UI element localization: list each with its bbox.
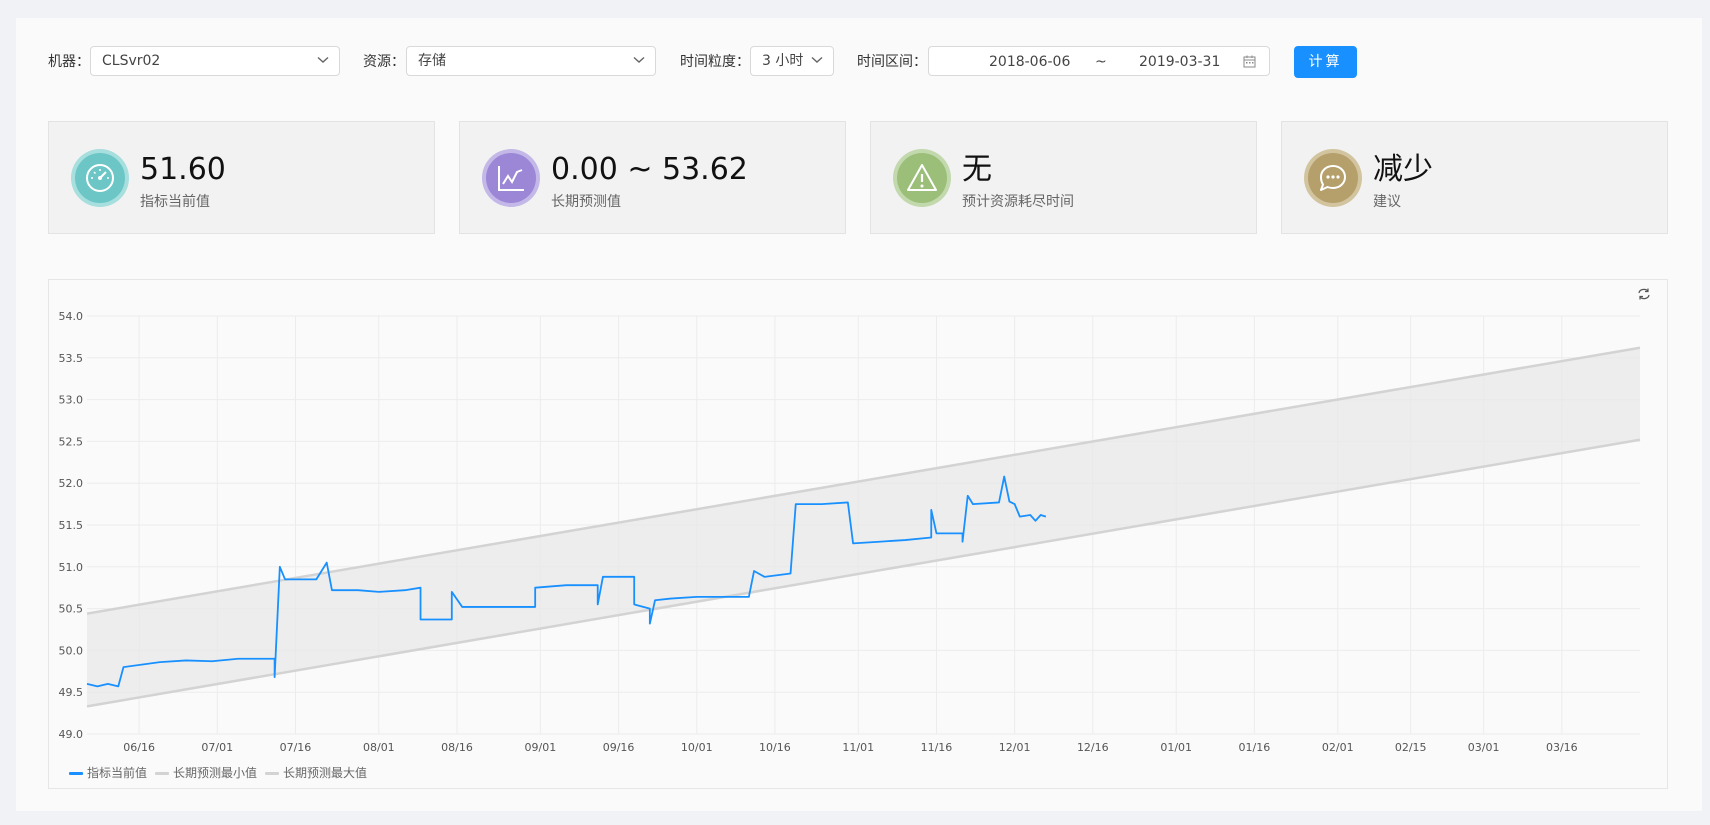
x-tick-label: 01/01 bbox=[1160, 741, 1192, 754]
x-tick-label: 01/16 bbox=[1239, 741, 1271, 754]
legend-item-current[interactable]: 指标当前值 bbox=[69, 766, 147, 780]
x-tick-label: 07/16 bbox=[280, 741, 312, 754]
x-tick-label: 08/16 bbox=[441, 741, 473, 754]
machine-select-value: CLSvr02 bbox=[102, 53, 161, 69]
y-tick-label: 52.5 bbox=[59, 435, 84, 448]
suggestion-value: 减少 bbox=[1373, 152, 1433, 187]
y-tick-label: 49.0 bbox=[59, 728, 84, 741]
machine-label: 机器： bbox=[48, 54, 90, 70]
current-value-line bbox=[86, 475, 1047, 688]
card-icon-ring bbox=[71, 149, 129, 207]
stat-card-current: 51.60 指标当前值 bbox=[48, 121, 435, 234]
range-start-input[interactable]: 2018-06-06 bbox=[989, 54, 1071, 70]
range-separator: ~ bbox=[1095, 54, 1107, 70]
stat-card-exhaustion: 无 预计资源耗尽时间 bbox=[870, 121, 1257, 234]
legend-swatch bbox=[265, 772, 279, 775]
legend-item-max[interactable]: 长期预测最大值 bbox=[265, 766, 367, 780]
granularity-label: 时间粒度： bbox=[680, 54, 750, 70]
legend-label: 长期预测最小值 bbox=[173, 766, 258, 780]
y-tick-label: 51.5 bbox=[59, 519, 84, 532]
machine-select[interactable]: CLSvr02 bbox=[90, 46, 340, 76]
message-icon bbox=[1320, 165, 1346, 191]
exhaustion-value: 无 bbox=[962, 152, 992, 187]
x-tick-label: 03/16 bbox=[1546, 741, 1578, 754]
x-tick-label: 06/16 bbox=[123, 741, 155, 754]
legend-item-min[interactable]: 长期预测最小值 bbox=[155, 766, 257, 780]
chevron-down-icon bbox=[633, 56, 645, 63]
resource-label: 资源： bbox=[363, 54, 405, 70]
y-tick-label: 50.5 bbox=[59, 603, 84, 616]
stat-card-forecast: 0.00 ~ 53.62 长期预测值 bbox=[459, 121, 846, 234]
forecast-min-line bbox=[86, 438, 1641, 708]
date-range-picker[interactable]: 2018-06-06 ~ 2019-03-31 bbox=[928, 46, 1270, 76]
exhaustion-caption: 预计资源耗尽时间 bbox=[962, 194, 1074, 210]
y-tick-label: 53.5 bbox=[59, 352, 84, 365]
x-tick-label: 09/01 bbox=[525, 741, 557, 754]
x-tick-label: 12/01 bbox=[999, 741, 1031, 754]
granularity-select-value: 3 小时 bbox=[762, 53, 804, 69]
y-tick-label: 54.0 bbox=[59, 310, 84, 323]
current-value: 51.60 bbox=[140, 152, 226, 187]
forecast-max-line bbox=[86, 346, 1641, 615]
y-tick-label: 53.0 bbox=[59, 394, 84, 407]
granularity-select[interactable]: 3 小时 bbox=[750, 46, 834, 76]
x-tick-label: 09/16 bbox=[603, 741, 635, 754]
range-end-input[interactable]: 2019-03-31 bbox=[1139, 54, 1221, 70]
resource-select[interactable]: 存储 bbox=[406, 46, 656, 76]
x-tick-label: 02/01 bbox=[1322, 741, 1354, 754]
x-tick-label: 08/01 bbox=[363, 741, 395, 754]
range-label: 时间区间： bbox=[857, 54, 927, 70]
x-tick-label: 10/01 bbox=[681, 741, 713, 754]
y-tick-label: 50.0 bbox=[59, 644, 84, 657]
card-icon-ring bbox=[893, 149, 951, 207]
x-tick-label: 12/16 bbox=[1077, 741, 1109, 754]
y-tick-label: 52.0 bbox=[59, 477, 84, 490]
gauge-icon bbox=[86, 164, 114, 192]
legend-label: 长期预测最大值 bbox=[283, 766, 368, 780]
legend-label: 指标当前值 bbox=[87, 766, 148, 780]
forecast-band bbox=[87, 347, 1640, 707]
calculate-button[interactable]: 计算 bbox=[1294, 46, 1357, 78]
x-tick-label: 07/01 bbox=[201, 741, 233, 754]
y-tick-label: 51.0 bbox=[59, 561, 84, 574]
stat-card-suggestion: 减少 建议 bbox=[1281, 121, 1668, 234]
line-chart-icon bbox=[498, 166, 524, 191]
y-tick-label: 49.5 bbox=[59, 686, 84, 699]
resource-select-value: 存储 bbox=[418, 53, 446, 69]
x-tick-label: 10/16 bbox=[759, 741, 791, 754]
x-tick-label: 03/01 bbox=[1468, 741, 1500, 754]
card-icon-ring bbox=[1304, 149, 1362, 207]
forecast-range: 0.00 ~ 53.62 bbox=[551, 152, 748, 187]
refresh-icon[interactable] bbox=[1637, 287, 1651, 301]
current-value-caption: 指标当前值 bbox=[140, 194, 210, 210]
warning-icon bbox=[907, 164, 937, 191]
calendar-icon bbox=[1243, 55, 1256, 68]
chevron-down-icon bbox=[317, 56, 329, 63]
card-icon-ring bbox=[482, 149, 540, 207]
chevron-down-icon bbox=[811, 56, 823, 63]
suggestion-caption: 建议 bbox=[1373, 194, 1401, 210]
legend-swatch bbox=[69, 772, 83, 775]
x-tick-label: 02/15 bbox=[1395, 741, 1427, 754]
x-tick-label: 11/16 bbox=[921, 741, 953, 754]
legend-swatch bbox=[155, 772, 169, 775]
forecast-caption: 长期预测值 bbox=[551, 194, 621, 210]
x-tick-label: 11/01 bbox=[842, 741, 874, 754]
